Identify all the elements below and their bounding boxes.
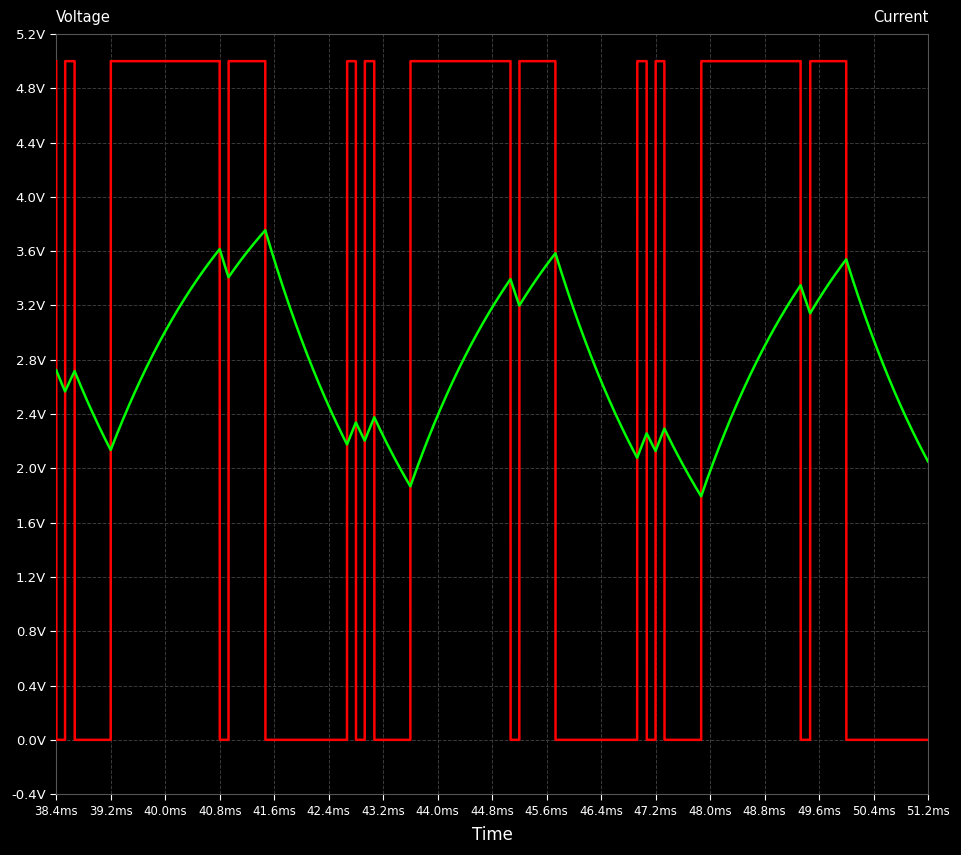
Text: Current: Current	[873, 10, 928, 25]
X-axis label: Time: Time	[472, 826, 512, 844]
Text: Voltage: Voltage	[57, 10, 111, 25]
